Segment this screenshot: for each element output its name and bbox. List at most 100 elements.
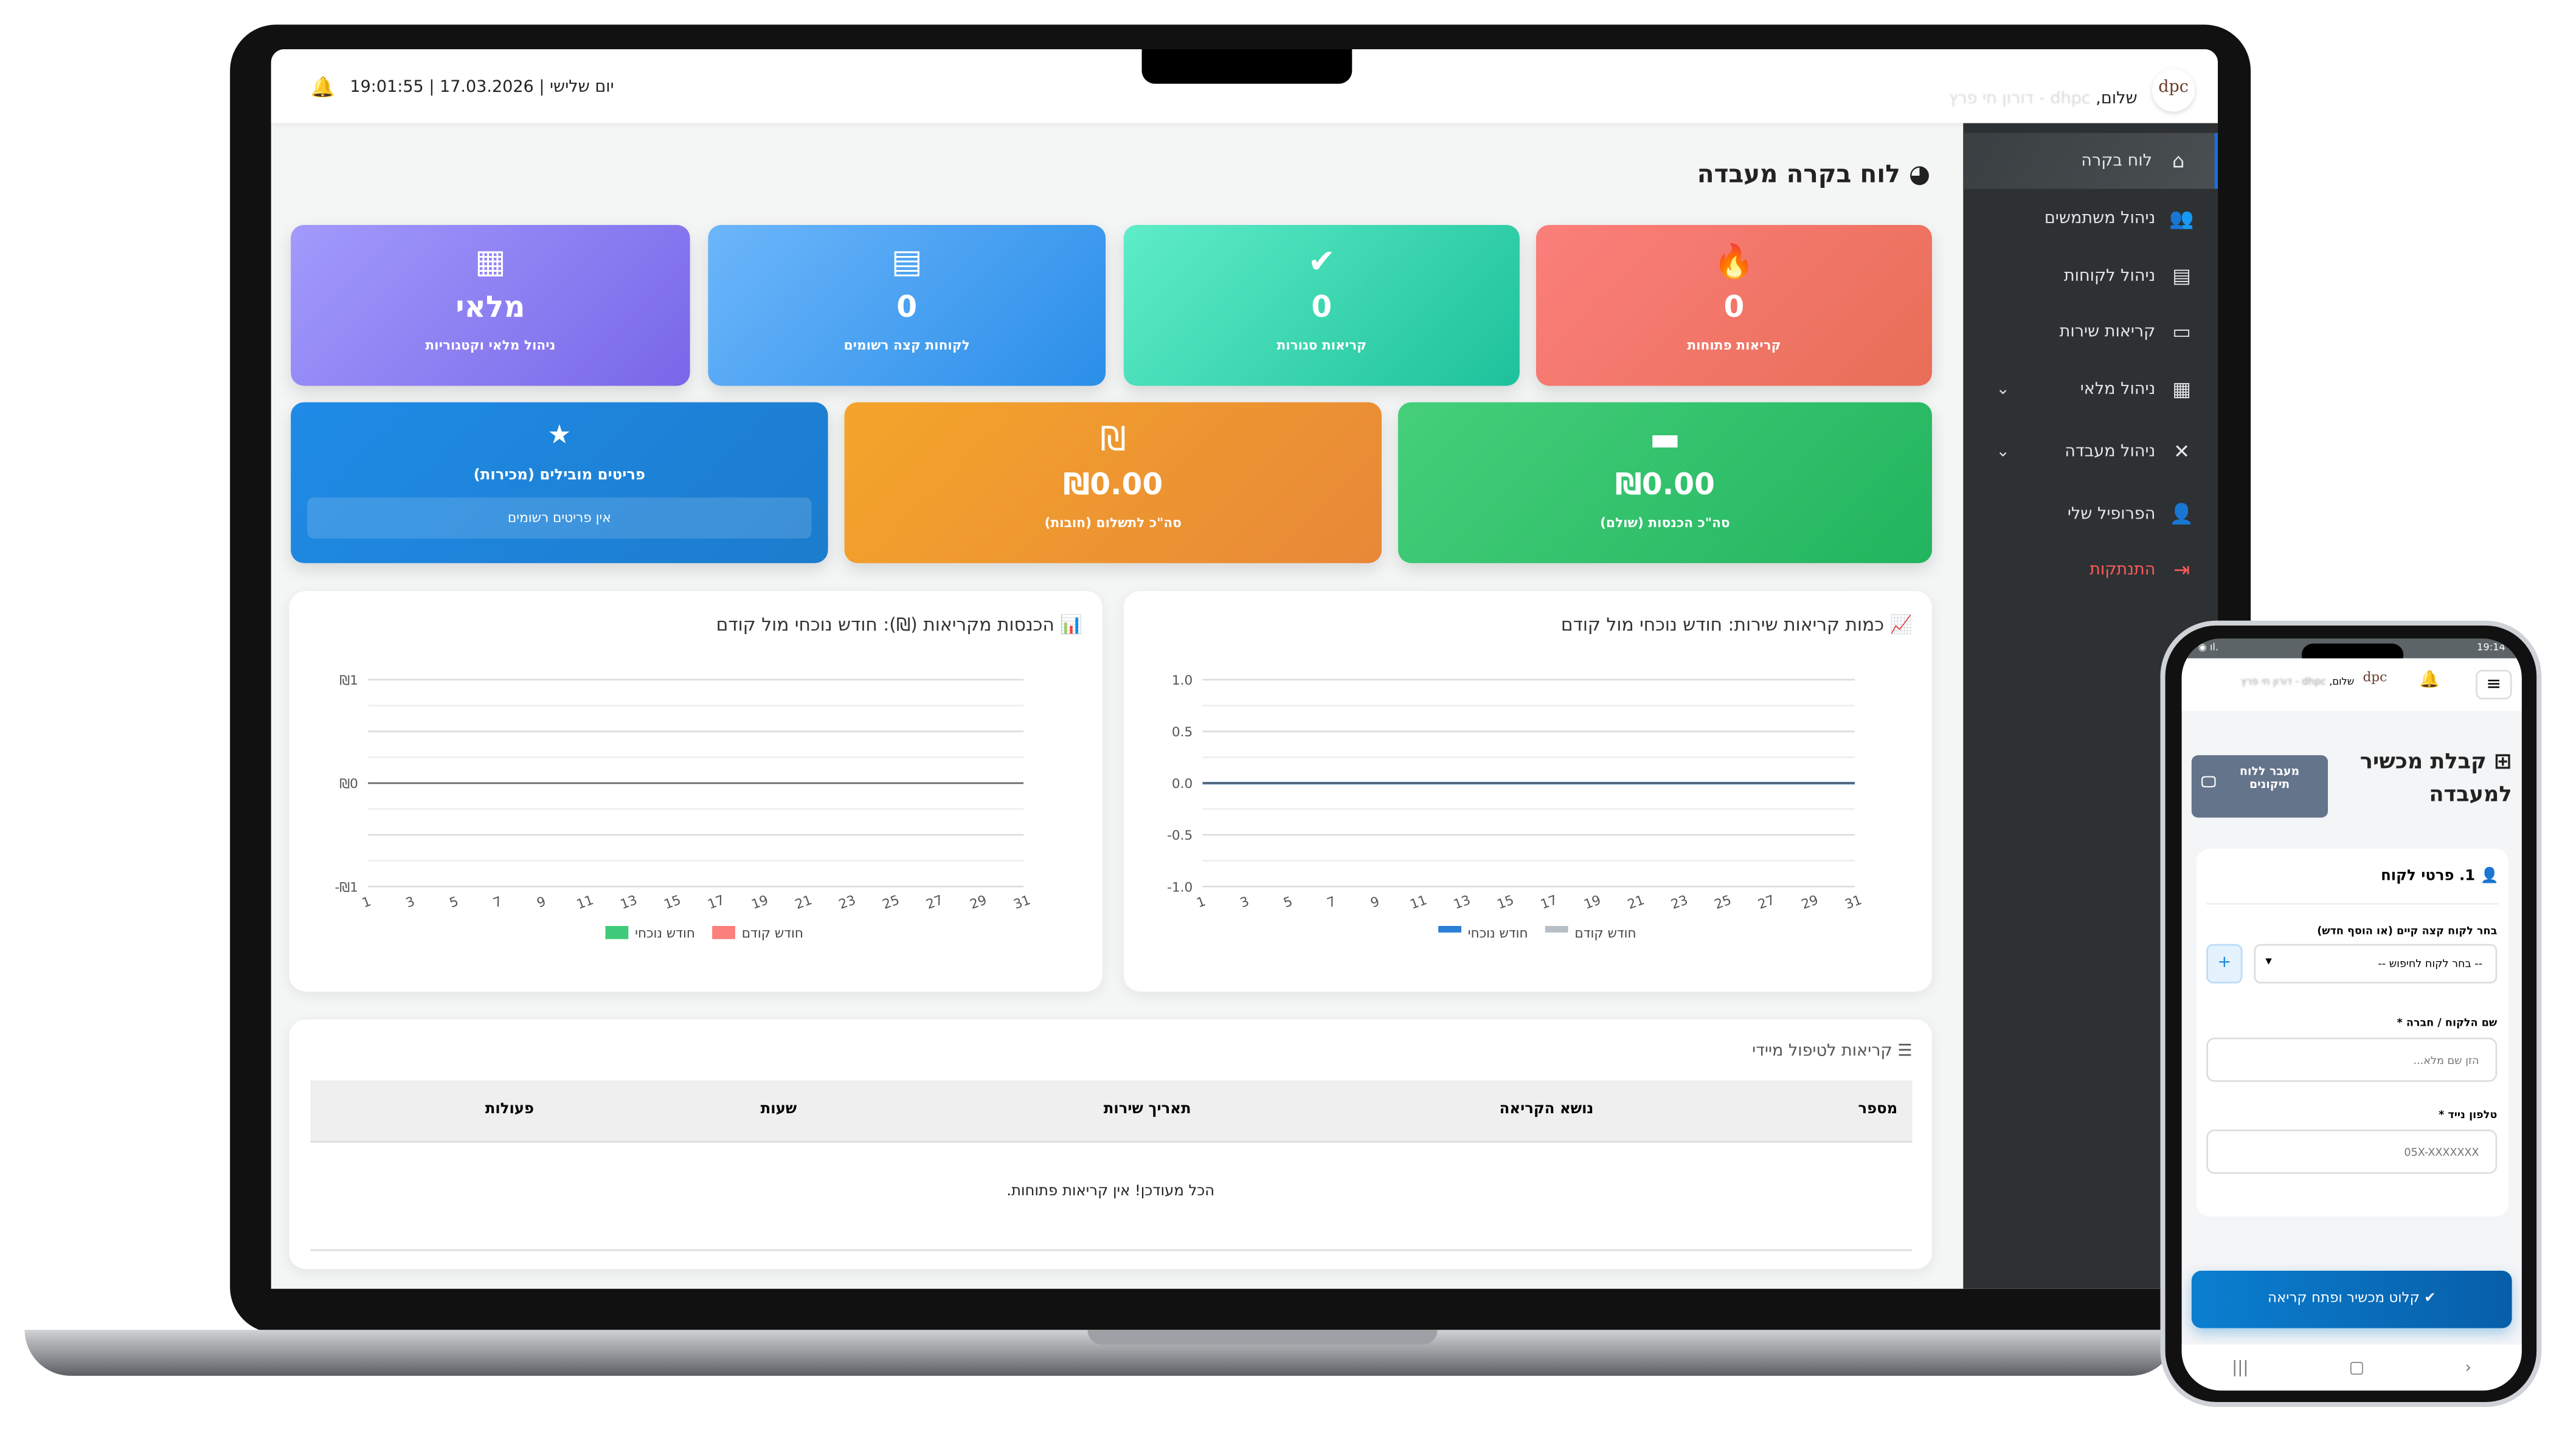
x-tick-label: 1 bbox=[360, 894, 373, 911]
greeting-text: שלום, bbox=[2096, 90, 2138, 109]
y-tick-label: -₪1 bbox=[334, 880, 358, 895]
sidebar-item[interactable]: ▭ קריאות שירות bbox=[1963, 304, 2218, 360]
x-tick-label: 31 bbox=[1012, 893, 1033, 913]
customer-section: 👤 1. פרטי לקוח בחר לקוח קצה קיים (או הוס… bbox=[2196, 849, 2509, 1217]
stat-value: 0 bbox=[1311, 290, 1332, 325]
stat-value: 0 bbox=[896, 290, 918, 325]
datetime: 19:01:55 | יום שלישי | 17.03.2026 bbox=[350, 78, 614, 97]
x-tick-label: 1 bbox=[1195, 894, 1208, 911]
customer-select[interactable]: -- בחר לקוח לחיפוש -- ▼ bbox=[2254, 944, 2498, 984]
sidebar-item-label: ניהול לקוחות bbox=[2063, 266, 2156, 285]
chart-title: הכנסות מקריאות (₪): חודש נוכחי מול קודם bbox=[716, 613, 1054, 636]
revenue-chart-title: 📊 הכנסות מקריאות (₪): חודש נוכחי מול קוד… bbox=[716, 614, 1083, 635]
x-tick-label: 9 bbox=[535, 894, 548, 911]
recent-apps-icon[interactable]: ||| bbox=[2232, 1358, 2249, 1377]
user-icon: 👤 bbox=[2480, 868, 2499, 885]
phone-label: טלפון נייד * bbox=[2439, 1108, 2498, 1122]
legend-label: חודש קודם bbox=[1574, 926, 1636, 941]
board-button[interactable]: 🖵 מעבר ללוח תיקונים bbox=[2191, 755, 2328, 818]
x-tick-label: 9 bbox=[1369, 894, 1382, 911]
contact-card-icon: ▤ bbox=[891, 241, 923, 281]
top-bar: 🔔 19:01:55 | יום שלישי | 17.03.2026 שלום… bbox=[271, 49, 2218, 123]
x-tick-label: 31 bbox=[1843, 893, 1864, 913]
back-icon[interactable]: › bbox=[2465, 1358, 2472, 1377]
column-header[interactable]: תאריך שירות bbox=[1103, 1101, 1191, 1118]
column-header[interactable]: פעולות bbox=[485, 1101, 534, 1118]
x-tick-label: 3 bbox=[404, 894, 417, 911]
section-title: 👤 1. פרטי לקוח bbox=[2381, 868, 2499, 885]
sidebar-item[interactable]: ⌂ לוח בקרה bbox=[1963, 133, 2218, 189]
fire-icon: 🔥 bbox=[1713, 241, 1755, 281]
phone-input[interactable] bbox=[2206, 1129, 2498, 1174]
x-tick-label: 7 bbox=[491, 894, 504, 911]
sidebar-item[interactable]: ⇥ התנתקות bbox=[1963, 542, 2218, 598]
x-tick-label: 29 bbox=[968, 893, 989, 913]
address-book-icon: ▤ bbox=[2172, 264, 2191, 288]
phone-title-text: קבלת מכשיר למעבדה bbox=[2360, 750, 2512, 808]
column-header[interactable]: מספר bbox=[1858, 1101, 1898, 1118]
top-items-empty: אין פריטים רשומים bbox=[307, 497, 812, 539]
customer-name-input[interactable] bbox=[2206, 1037, 2498, 1082]
user-name: dhpc - דורון חי פרץ bbox=[2241, 676, 2327, 688]
submit-button[interactable]: ✔ קלוט מכשיר ופתח קריאה bbox=[2191, 1271, 2512, 1328]
y-tick-label: 0.0 bbox=[1172, 776, 1193, 792]
stat-label: לקוחות קצה רשומים bbox=[843, 338, 970, 353]
empty-message: הכל מעודכן! אין קריאות פתוחות. bbox=[1006, 1183, 1215, 1200]
home-button-icon[interactable]: ▢ bbox=[2349, 1358, 2365, 1377]
x-tick-label: 21 bbox=[1626, 893, 1646, 913]
stat-value: 0 bbox=[1723, 290, 1745, 325]
x-tick-label: 19 bbox=[749, 893, 770, 913]
x-tick-label: 27 bbox=[1756, 893, 1777, 913]
money-value: ₪0.00 bbox=[1063, 468, 1163, 503]
legend-label: חודש נוכחי bbox=[635, 926, 695, 941]
chevron-down-icon[interactable]: ⌄ bbox=[1996, 380, 2010, 398]
line-chart-icon: 📈 bbox=[1889, 613, 1913, 636]
top-items-card[interactable]: ★ פריטים מובילים (מכירות) אין פריטים רשומי… bbox=[291, 402, 828, 564]
phone-header: ≡ 🔔 dpc שלום, dhpc - דורון חי פרץ bbox=[2181, 658, 2522, 711]
stat-card[interactable]: 🔥 0 קריאות פתוחות bbox=[1536, 224, 1932, 386]
y-tick-label: ₪0 bbox=[339, 776, 358, 792]
list-icon: ☰ bbox=[1897, 1042, 1913, 1061]
x-tick-label: 17 bbox=[1539, 893, 1559, 913]
double-check-icon: ✔ bbox=[2424, 1290, 2436, 1307]
x-tick-label: 11 bbox=[575, 893, 595, 913]
bell-icon[interactable]: 🔔 bbox=[2419, 671, 2440, 690]
legend-swatch bbox=[605, 925, 629, 939]
hamburger-menu-icon[interactable]: ≡ bbox=[2476, 669, 2512, 700]
chevron-down-icon[interactable]: ⌄ bbox=[1996, 442, 2010, 461]
boxes-icon: ▦ bbox=[2172, 378, 2191, 401]
page-title-text: לוח בקרה מעבדה bbox=[1697, 159, 1900, 189]
stat-card[interactable]: ▤ 0 לקוחות קצה רשומים bbox=[708, 224, 1106, 386]
sidebar-item[interactable]: ▤ ניהול לקוחות bbox=[1963, 248, 2218, 304]
column-header[interactable]: שעות bbox=[760, 1101, 797, 1118]
x-tick-label: 23 bbox=[1669, 893, 1690, 913]
table-header: מספר נושא הקריאה תאריך שירות שעות פעולות bbox=[310, 1080, 1913, 1143]
y-tick-label: 1.0 bbox=[1172, 673, 1193, 688]
sidebar-item-label: הפרופיל שלי bbox=[2067, 505, 2156, 523]
sidebar-item[interactable]: 👤 הפרופיל שלי bbox=[1963, 486, 2218, 542]
add-customer-button[interactable]: + bbox=[2206, 944, 2243, 984]
stat-card[interactable]: ✔ 0 קריאות סגורות bbox=[1123, 224, 1520, 386]
top-items-label: פריטים מובילים (מכירות) bbox=[473, 468, 646, 485]
section-title-text: 1. פרטי לקוח bbox=[2381, 868, 2476, 885]
sidebar-item[interactable]: 👥 ניהול משתמשים bbox=[1963, 190, 2218, 246]
column-header[interactable]: נושא הקריאה bbox=[1499, 1101, 1594, 1118]
sidebar-item[interactable]: ▦ ניהול מלאי ⌄ bbox=[1963, 361, 2218, 417]
stat-card[interactable]: ▦ מלאי ניהול מלאי וקטגוריות bbox=[291, 224, 690, 386]
money-card[interactable]: ▬ ₪0.00 סה"כ הכנסות (שולם) bbox=[1397, 402, 1932, 564]
x-tick-label: 3 bbox=[1238, 894, 1251, 911]
laptop-screen: 🔔 19:01:55 | יום שלישי | 17.03.2026 שלום… bbox=[271, 49, 2218, 1289]
sidebar-item[interactable]: ✕ ניהול מעבדה ⌄ bbox=[1963, 424, 2218, 480]
money-card[interactable]: ₪ ₪0.00 סה"כ לתשלום (חובות) bbox=[844, 402, 1382, 564]
x-tick-label: 11 bbox=[1408, 893, 1429, 913]
bar-chart-icon: 📊 bbox=[1060, 613, 1083, 636]
user-name: dhpc - דורון חי פרץ bbox=[1948, 90, 2091, 109]
legend-swatch bbox=[1438, 925, 1461, 933]
phone-screen: 19:14 ◉ ıl. ≡ 🔔 dpc שלום, dhpc - דורון חי… bbox=[2181, 638, 2522, 1391]
urgent-calls-card: ☰ קריאות לטיפול מיידי מספר נושא הקריאה תאר… bbox=[289, 1019, 1932, 1269]
bell-icon[interactable]: 🔔 bbox=[310, 75, 335, 99]
stat-label: קריאות פתוחות bbox=[1687, 338, 1781, 353]
x-tick-label: 15 bbox=[1495, 893, 1516, 913]
sidebar-item-label: ניהול משתמשים bbox=[2044, 209, 2156, 227]
